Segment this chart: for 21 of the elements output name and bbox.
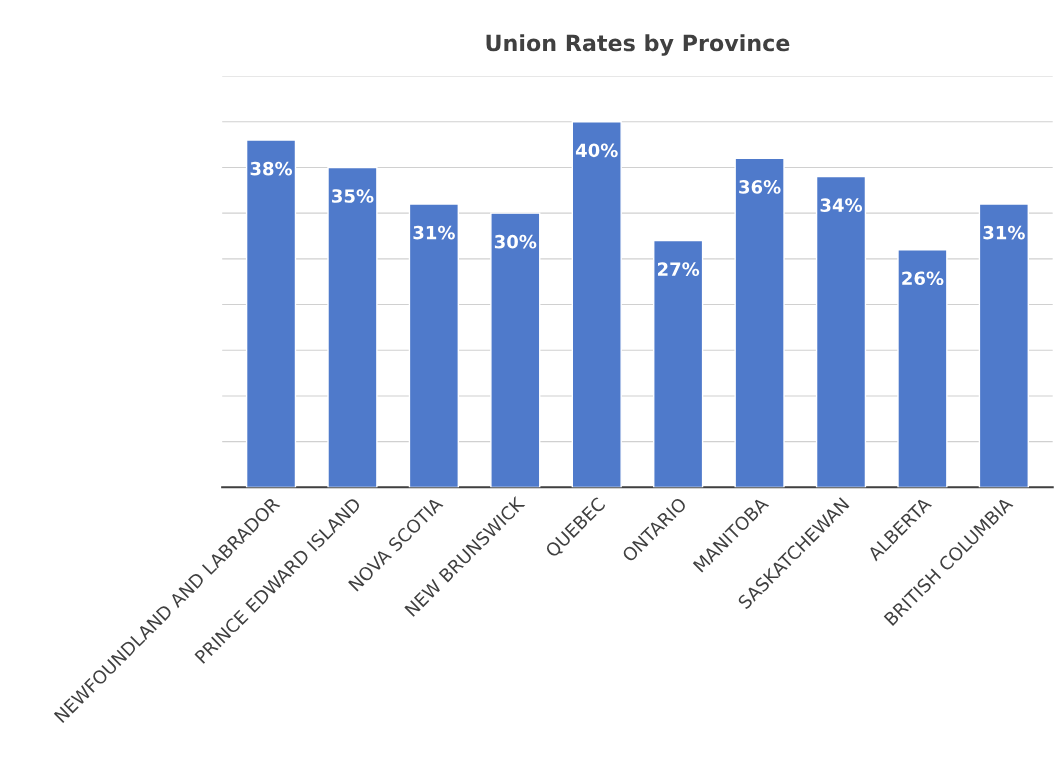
data-label: 36%	[739, 180, 781, 194]
bar	[490, 212, 541, 488]
data-label: 34%	[820, 198, 863, 212]
bar	[653, 239, 704, 488]
data-label: 27%	[657, 262, 700, 276]
bar	[734, 157, 785, 488]
bar	[408, 203, 460, 488]
data-label: 31%	[413, 225, 455, 240]
data-label: 35%	[332, 189, 374, 203]
data-label: 40%	[575, 143, 618, 158]
data-label: 26%	[902, 271, 944, 286]
bar	[245, 139, 297, 488]
bar	[571, 121, 622, 488]
data-label: 30%	[494, 234, 537, 249]
bar	[978, 203, 1029, 488]
bar	[327, 166, 378, 488]
bar	[815, 175, 867, 488]
data-label: 31%	[983, 225, 1025, 240]
chart-title: Union Rates by Province	[486, 34, 790, 56]
bar	[897, 249, 948, 488]
data-label: 38%	[250, 161, 293, 176]
